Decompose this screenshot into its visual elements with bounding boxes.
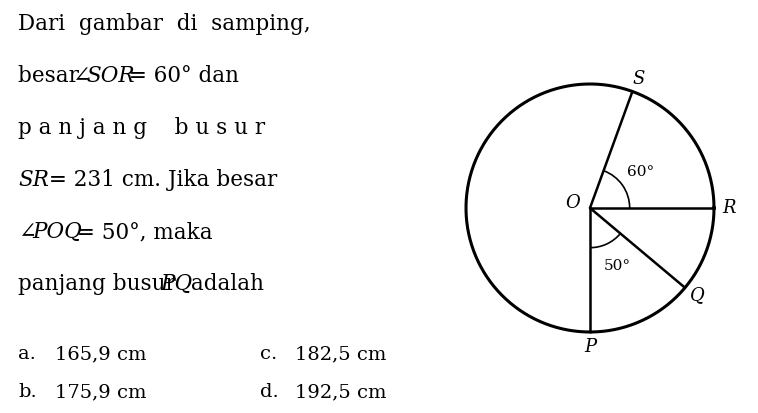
Text: b.: b. [18,383,36,401]
Text: a.: a. [18,345,36,363]
Text: = 231 cm. Jika besar: = 231 cm. Jika besar [42,169,277,191]
Text: Dari  gambar  di  samping,: Dari gambar di samping, [18,13,311,35]
Text: ∠: ∠ [18,221,36,243]
Text: R: R [722,199,735,217]
Text: adalah: adalah [184,273,264,295]
Text: 175,9 cm: 175,9 cm [55,383,146,401]
Text: = 60° dan: = 60° dan [122,65,239,87]
Text: SR: SR [18,169,49,191]
Text: POQ: POQ [32,221,82,243]
Text: c.: c. [260,345,277,363]
Text: panjang busur: panjang busur [18,273,183,295]
Text: besar: besar [18,65,86,87]
Text: P: P [584,338,596,356]
Text: S: S [632,70,645,88]
Text: d.: d. [260,383,279,401]
Text: SOR: SOR [86,65,135,87]
Text: p a n j a n g    b u s u r: p a n j a n g b u s u r [18,117,265,139]
Text: 182,5 cm: 182,5 cm [295,345,387,363]
Text: = 50°, maka: = 50°, maka [70,221,213,243]
Text: 192,5 cm: 192,5 cm [295,383,387,401]
Text: 60°: 60° [627,166,654,179]
Text: 50°: 50° [603,259,631,273]
Text: O: O [565,194,580,212]
Text: Q: Q [690,286,705,304]
Text: ∠: ∠ [72,65,90,87]
Text: 165,9 cm: 165,9 cm [55,345,146,363]
Text: PQ: PQ [160,273,192,295]
